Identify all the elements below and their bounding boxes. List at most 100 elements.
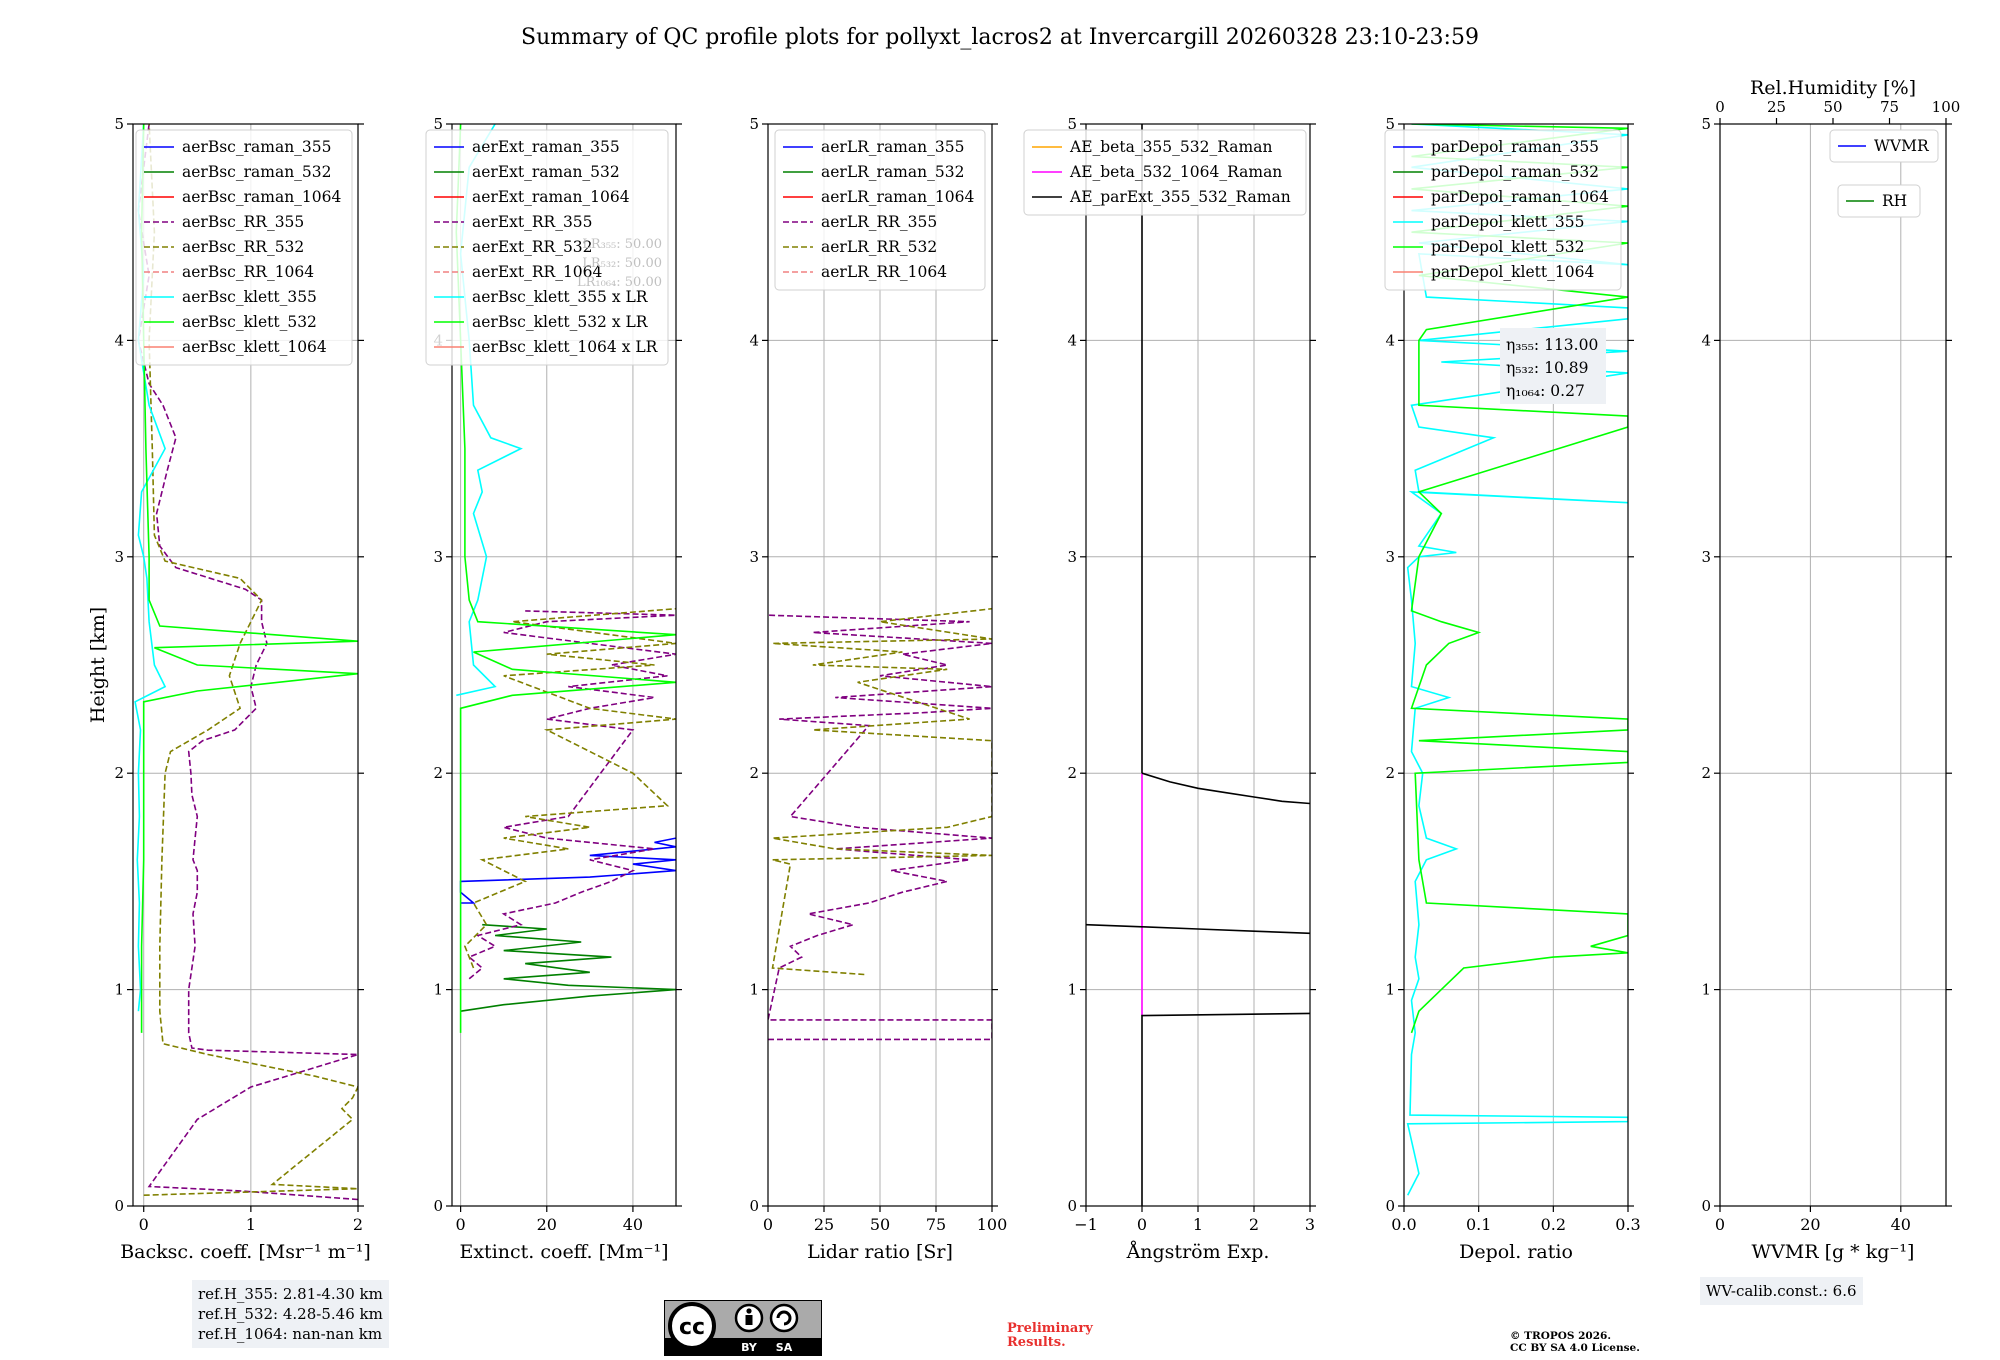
legend-label-lr: aerLR_raman_1064 [821,188,974,206]
x-tick-label-ext: 20 [537,1215,557,1234]
legend-label-bsc: aerBsc_klett_1064 [182,338,327,356]
legend-label-ae: AE_beta_355_532_Raman [1069,138,1272,156]
legend-label-bsc: aerBsc_raman_532 [182,163,332,181]
series-line-ae-3 [1141,772,1310,805]
legend-bsc: aerBsc_raman_355 aerBsc_raman_532 aerBsc_r… [135,129,353,366]
x-tick-label-dep: 0.3 [1615,1215,1640,1234]
series-ext [455,124,676,1033]
y-tick-label-dep: 4 [1385,331,1395,349]
panel-lr: 0 25 50 75 100 0 1 2 3 4 5 Lidar ratio [Sr] aerLR_ra… [749,115,1007,1263]
y-tick-label-wv: 2 [1701,764,1711,782]
legend-label-bsc: aerBsc_klett_355 [182,288,317,306]
legend-box-bsc [135,129,353,366]
x-tick-label-wv: 0 [1715,1215,1725,1234]
series-line-ae-2 [1086,923,1310,935]
axes-frame-dep [1403,123,1629,1207]
y-tick-label-ae: 5 [1067,115,1077,133]
x-tick-label-ext: 0 [456,1215,466,1234]
x-tick-label-ae: 1 [1193,1215,1203,1234]
legend-label-ext: aerExt_raman_532 [472,163,620,181]
series-ae [1086,124,1310,1206]
panel-ext: 02040012345Extinct. coeff. [Mm⁻¹]aerExt_… [425,115,682,1263]
legend-box-ext [425,129,669,366]
legend-label-ext: aerExt_raman_1064 [472,188,630,206]
lr-label-ext: LR₁₀₆₄: 50.00 [577,275,662,290]
copyright-line-1: © TROPOS 2026. [1510,1330,1612,1342]
legend-label-ext: aerBsc_klett_355 x LR [472,288,649,306]
cc-by-label: BY [741,1341,758,1354]
top-x-tick-label-wv: 50 [1823,98,1842,116]
legend-label-ext: aerBsc_klett_1064 x LR [472,338,659,356]
legend-label-lr: aerLR_raman_355 [821,138,964,156]
x-tick-label-lr: 75 [926,1215,946,1234]
y-tick-label-lr: 2 [749,764,759,782]
legend-label-ae: AE_parExt_355_532_Raman [1069,188,1291,206]
sa-share-icon [769,1303,799,1333]
y-tick-label-ae: 1 [1067,981,1077,999]
x-axis-label-bsc: Backsc. coeff. [Msr⁻¹ m⁻¹] [120,1241,371,1263]
x-tick-label-bsc: 0 [139,1215,149,1234]
copyright-line-2: CC BY SA 4.0 License. [1510,1342,1640,1354]
wv-calibration-constant: WV-calib.const.: 6.6 [1706,1282,1857,1300]
top-x-axis-label-wv: Rel.Humidity [%] [1750,77,1916,99]
axes-frame-ext [451,123,677,1207]
eta-label-dep: η₅₃₂: 10.89 [1506,359,1588,377]
y-tick-label-wv: 5 [1701,115,1711,133]
legend-label-ext: aerExt_raman_355 [472,138,620,156]
legend-label-dep: parDepol_raman_1064 [1431,188,1609,206]
legend-lr: aerLR_raman_355 aerLR_raman_532 aerLR_rama… [774,129,986,291]
legend-label-dep: parDepol_klett_532 [1431,238,1584,256]
panel-wv: 0 20 40 0 1 2 3 4 5 WVMR [g * kg⁻¹] 0 25 50 75 100 Rel.… [1701,77,1960,1263]
legend-ae: AE_beta_355_532_Raman AE_beta_532_1064_Ra… [1023,129,1307,216]
ref-height-1064: ref.H_1064: nan-nan km [198,1325,383,1343]
x-tick-label-lr: 0 [763,1215,773,1234]
y-tick-label-wv: 4 [1701,331,1711,349]
legend-label-wvmr: WVMR [1874,137,1930,155]
figure-title: Summary of QC profile plots for pollyxt_… [521,25,1479,50]
wv-calibration-box: WV-calib.const.: 6.6 [1700,1277,1863,1305]
series-line-ae-1 [1141,1012,1310,1206]
x-tick-label-dep: 0.1 [1466,1215,1491,1234]
legend-wvmr: WVMR [1829,129,1939,163]
cc-sa-label: SA [776,1341,793,1354]
x-axis-label-ae: Ångström Exp. [1126,1241,1270,1263]
legend-label-ext: aerExt_RR_532 [472,238,593,256]
legend-label-lr: aerLR_RR_532 [821,238,937,256]
top-x-tick-label-wv: 0 [1715,98,1725,116]
y-tick-label-ext: 3 [433,548,443,566]
legend-dep: parDepol_raman_355 parDepol_raman_532 parD… [1384,129,1622,291]
legend-label-bsc: aerBsc_RR_532 [182,238,304,256]
y-tick-label-dep: 2 [1385,764,1395,782]
y-tick-label-ext: 2 [433,764,443,782]
legend-label-lr: aerLR_RR_1064 [821,263,947,281]
y-tick-label-ae: 0 [1067,1197,1077,1215]
y-tick-label-bsc: 0 [114,1197,124,1215]
y-tick-label-lr: 5 [749,115,759,133]
x-axis-label-wv: WVMR [g * kg⁻¹] [1752,1241,1915,1263]
x-tick-label-bsc: 1 [246,1215,256,1234]
x-axis-label-lr: Lidar ratio [Sr] [807,1241,953,1263]
x-tick-label-lr: 100 [977,1215,1008,1234]
legend-box-rh [1837,184,1921,218]
y-tick-label-ae: 2 [1067,764,1077,782]
axes-frame-wv [1719,123,1947,1207]
y-tick-label-dep: 3 [1385,548,1395,566]
y-tick-label-wv: 0 [1701,1197,1711,1215]
x-tick-label-wv: 20 [1800,1215,1820,1234]
ref-height-355: ref.H_355: 2.81-4.30 km [198,1285,383,1303]
series-line-bsc-0 [137,124,358,1201]
legend-label-ext: aerExt_RR_355 [472,213,593,231]
series-line-bsc-1 [143,124,358,1196]
grid-wv [1719,123,1946,1207]
legend-label-bsc: aerBsc_RR_355 [182,213,304,231]
legend-rh: RH [1837,184,1921,218]
y-tick-label-dep: 5 [1385,115,1395,133]
legend-label-ae: AE_beta_532_1064_Raman [1069,163,1282,181]
y-tick-label-ext: 1 [433,981,443,999]
top-x-tick-label-wv: 75 [1880,98,1899,116]
series-lr [768,607,992,1041]
preliminary-line-1: Preliminary [1007,1321,1093,1336]
y-tick-label-dep: 1 [1385,981,1395,999]
legend-label-bsc: aerBsc_raman_1064 [182,188,342,206]
